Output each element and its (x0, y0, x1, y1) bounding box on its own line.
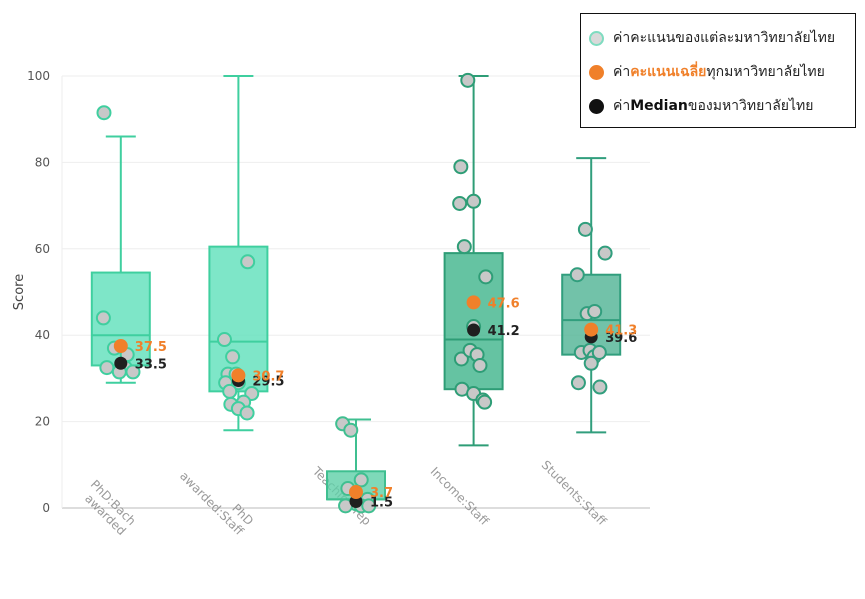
median-marker (114, 356, 128, 370)
median-value-label: 39.6 (605, 331, 637, 346)
y-tick-label: 100 (27, 69, 50, 83)
legend-median-highlight: Median (630, 98, 688, 114)
legend-median-suffix: ของมหาวิทยาลัยไทย (687, 98, 814, 114)
legend: ค่าคะแนนของแต่ละมหาวิทยาลัยไทย ค่า คะแนน… (580, 13, 856, 128)
gray-circle-icon (589, 30, 604, 46)
data-point (222, 383, 238, 399)
legend-mean-prefix: ค่า (613, 64, 631, 80)
legend-item-points: ค่าคะแนนของแต่ละมหาวิทยาลัยไทย (589, 26, 835, 50)
mean-marker (584, 322, 599, 337)
legend-points-label: ค่าคะแนนของแต่ละมหาวิทยาลัยไทย (613, 30, 836, 46)
data-point (453, 351, 469, 367)
data-point (99, 360, 115, 376)
data-point (466, 193, 482, 209)
legend-item-median: ค่า Median ของมหาวิทยาลัยไทย (589, 94, 813, 118)
mean-marker (231, 368, 246, 383)
orange-circle-icon (589, 64, 604, 80)
mean-marker (466, 295, 481, 310)
median-value-label: 33.5 (135, 357, 167, 372)
x-tick-label: Income:Staff (428, 464, 492, 528)
mean-value-label: 30.7 (252, 369, 284, 384)
data-point (216, 332, 232, 348)
data-point (577, 221, 593, 237)
y-axis-title: Score (12, 274, 27, 310)
data-points (95, 72, 613, 514)
data-point (353, 472, 369, 488)
data-point (125, 364, 141, 380)
data-point (460, 72, 476, 88)
box-group (561, 157, 622, 434)
data-point (240, 254, 256, 270)
median-marker (467, 323, 481, 337)
data-point (239, 405, 255, 421)
mean-marker (113, 339, 128, 353)
mean-value-label: 3.7 (370, 486, 393, 501)
median-value-label: 29.5 (252, 375, 284, 390)
legend-median-prefix: ค่า (613, 98, 631, 114)
legend-mean-suffix: ทุกมหาวิทยาลัยไทย (706, 64, 825, 80)
median-value-label: 1.5 (370, 496, 393, 511)
data-point (472, 357, 488, 373)
mean-value-label: 37.5 (135, 340, 167, 355)
gridlines (62, 75, 650, 509)
data-point (478, 269, 494, 285)
data-point (591, 344, 607, 360)
legend-item-mean: ค่า คะแนนเฉลี่ย ทุกมหาวิทยาลัยไทย (589, 60, 825, 84)
data-point (583, 355, 599, 371)
data-point (592, 379, 608, 395)
x-tick-label-line: Income:Staff (428, 464, 492, 528)
x-tick-label: PhDawarded:Staff (177, 459, 257, 539)
black-circle-icon (589, 98, 604, 114)
data-point (477, 394, 493, 410)
data-point (570, 375, 586, 391)
mean-value-label: 47.6 (488, 296, 520, 311)
mean-marker (349, 485, 363, 500)
data-point (569, 267, 585, 283)
y-tick-label: 60 (35, 242, 50, 256)
y-tick-label: 40 (35, 328, 50, 342)
mean-value-label: 41.3 (605, 324, 637, 339)
data-point (361, 498, 377, 514)
data-point (453, 159, 469, 175)
data-point (225, 349, 241, 365)
x-tick-label-line: Students:Staff (539, 458, 610, 529)
summary-markers: 33.5 37.5 29.530.7 1.53.7 41.2 47.6 39.641.3 (113, 295, 637, 511)
median-marker (349, 495, 363, 509)
legend-mean-highlight: คะแนนเฉลี่ย (630, 64, 707, 80)
data-point (343, 422, 359, 438)
y-tick-label: 20 (35, 415, 50, 429)
data-point (456, 239, 472, 255)
y-tick-label: 80 (35, 155, 50, 169)
data-point (587, 303, 603, 319)
boxes (90, 75, 622, 509)
y-tick-label: 0 (42, 501, 50, 515)
median-value-label: 41.2 (488, 324, 520, 339)
data-point (452, 195, 468, 211)
data-point (597, 245, 613, 261)
data-point (95, 310, 111, 326)
data-point (96, 105, 112, 121)
x-tick-label: Students:Staff (539, 458, 610, 529)
